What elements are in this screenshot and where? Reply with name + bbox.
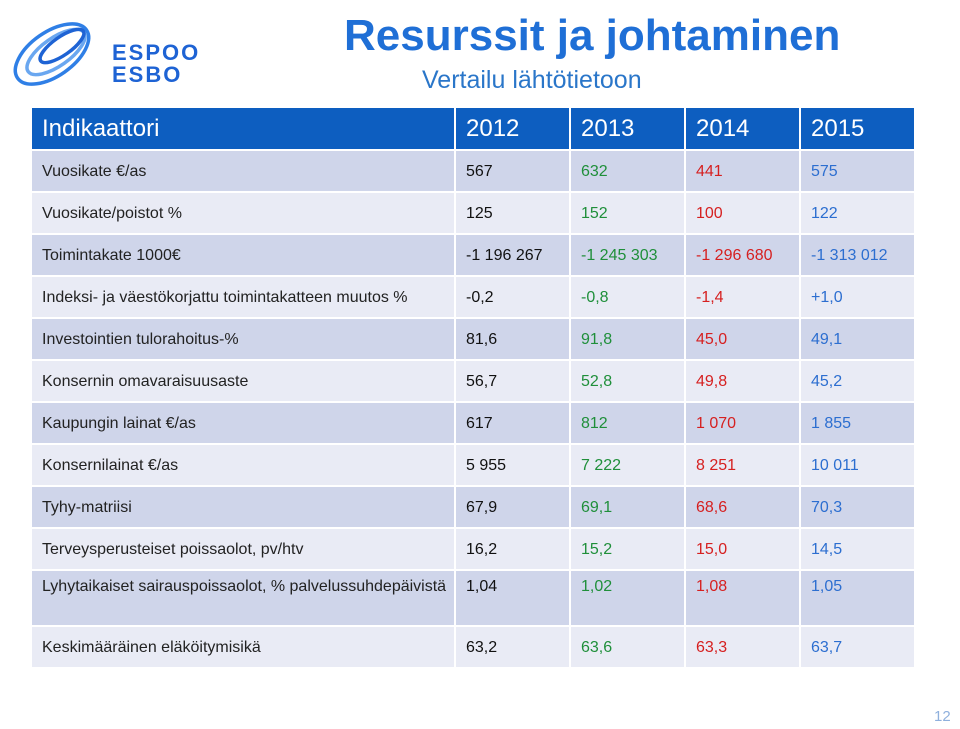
column-header-2013: 2013: [570, 108, 686, 151]
cell-2013: 812: [570, 402, 686, 445]
cell-2012: 567: [455, 150, 571, 193]
table-row: Indeksi- ja väestökorjattu toimintakatte…: [32, 276, 916, 319]
table-row: Konsernilainat €/as 5 955 7 222 8 251 10…: [32, 444, 916, 487]
cell-2014: 1,08: [685, 570, 801, 627]
cell-2014: 441: [685, 150, 801, 193]
espoo-logo-text: ESPOO ESBO: [112, 42, 200, 86]
row-label: Konsernin omavaraisuusaste: [32, 360, 456, 403]
cell-2015: 10 011: [800, 444, 916, 487]
cell-2013: 91,8: [570, 318, 686, 361]
row-label: Vuosikate €/as: [32, 150, 456, 193]
table-row: Konsernin omavaraisuusaste 56,7 52,8 49,…: [32, 360, 916, 403]
cell-2013: 632: [570, 150, 686, 193]
cell-2014: -1 296 680: [685, 234, 801, 277]
cell-2014: 68,6: [685, 486, 801, 529]
table-row: Investointien tulorahoitus-% 81,6 91,8 4…: [32, 318, 916, 361]
table-row: Vuosikate/poistot % 125 152 100 122: [32, 192, 916, 235]
cell-2013: 69,1: [570, 486, 686, 529]
cell-2014: 1 070: [685, 402, 801, 445]
cell-2012: 125: [455, 192, 571, 235]
cell-2012: 5 955: [455, 444, 571, 487]
logo-line-espoo: ESPOO: [112, 40, 201, 65]
cell-2015: 1,05: [800, 570, 916, 627]
page-subtitle: Vertailu lähtötietoon: [422, 66, 642, 94]
table-row: Toimintakate 1000€ -1 196 267 -1 245 303…: [32, 234, 916, 277]
cell-2015: 122: [800, 192, 916, 235]
cell-2012: -0,2: [455, 276, 571, 319]
row-label: Terveysperusteiset poissaolot, pv/htv: [32, 528, 456, 571]
row-label: Lyhytaikaiset sairauspoissaolot, % palve…: [32, 570, 456, 627]
cell-2013: -1 245 303: [570, 234, 686, 277]
cell-2014: 63,3: [685, 626, 801, 669]
table-row: Terveysperusteiset poissaolot, pv/htv 16…: [32, 528, 916, 571]
row-label: Kaupungin lainat €/as: [32, 402, 456, 445]
cell-2014: 49,8: [685, 360, 801, 403]
cell-2013: 15,2: [570, 528, 686, 571]
column-header-2014: 2014: [685, 108, 801, 151]
row-label: Vuosikate/poistot %: [32, 192, 456, 235]
cell-2015: 575: [800, 150, 916, 193]
table-row: Lyhytaikaiset sairauspoissaolot, % palve…: [32, 570, 916, 627]
espoo-logo: ESPOO ESBO: [4, 4, 198, 94]
cell-2012: 63,2: [455, 626, 571, 669]
cell-2012: 16,2: [455, 528, 571, 571]
row-label: Keskimääräinen eläköitymisikä: [32, 626, 456, 669]
cell-2014: 15,0: [685, 528, 801, 571]
cell-2015: 63,7: [800, 626, 916, 669]
cell-2015: 1 855: [800, 402, 916, 445]
cell-2014: 100: [685, 192, 801, 235]
table-header-row: Indikaattori 2012 2013 2014 2015: [32, 108, 916, 151]
cell-2015: 70,3: [800, 486, 916, 529]
cell-2012: 56,7: [455, 360, 571, 403]
cell-2015: 14,5: [800, 528, 916, 571]
cell-2012: 617: [455, 402, 571, 445]
logo-line-esbo: ESBO: [112, 62, 183, 87]
row-label: Toimintakate 1000€: [32, 234, 456, 277]
cell-2015: +1,0: [800, 276, 916, 319]
cell-2015: -1 313 012: [800, 234, 916, 277]
cell-2012: 67,9: [455, 486, 571, 529]
cell-2013: 1,02: [570, 570, 686, 627]
cell-2015: 45,2: [800, 360, 916, 403]
cell-2014: 8 251: [685, 444, 801, 487]
row-label: Investointien tulorahoitus-%: [32, 318, 456, 361]
cell-2012: -1 196 267: [455, 234, 571, 277]
row-label: Konsernilainat €/as: [32, 444, 456, 487]
cell-2013: 63,6: [570, 626, 686, 669]
table-row: Kaupungin lainat €/as 617 812 1 070 1 85…: [32, 402, 916, 445]
row-label: Tyhy-matriisi: [32, 486, 456, 529]
indicator-table: Indikaattori 2012 2013 2014 2015 Vuosika…: [32, 108, 916, 669]
cell-2013: 152: [570, 192, 686, 235]
cell-2013: -0,8: [570, 276, 686, 319]
cell-2013: 52,8: [570, 360, 686, 403]
table-row: Tyhy-matriisi 67,9 69,1 68,6 70,3: [32, 486, 916, 529]
espoo-logo-mark-icon: [13, 22, 91, 86]
table-row: Keskimääräinen eläköitymisikä 63,2 63,6 …: [32, 626, 916, 669]
cell-2013: 7 222: [570, 444, 686, 487]
column-header-indicator: Indikaattori: [32, 108, 456, 151]
cell-2012: 81,6: [455, 318, 571, 361]
column-header-2012: 2012: [455, 108, 571, 151]
row-label: Indeksi- ja väestökorjattu toimintakatte…: [32, 276, 456, 319]
table-row: Vuosikate €/as 567 632 441 575: [32, 150, 916, 193]
cell-2014: 45,0: [685, 318, 801, 361]
cell-2015: 49,1: [800, 318, 916, 361]
page-number: 12: [934, 708, 951, 725]
cell-2014: -1,4: [685, 276, 801, 319]
page-title: Resurssit ja johtaminen: [344, 11, 841, 60]
column-header-2015: 2015: [800, 108, 916, 151]
cell-2012: 1,04: [455, 570, 571, 627]
